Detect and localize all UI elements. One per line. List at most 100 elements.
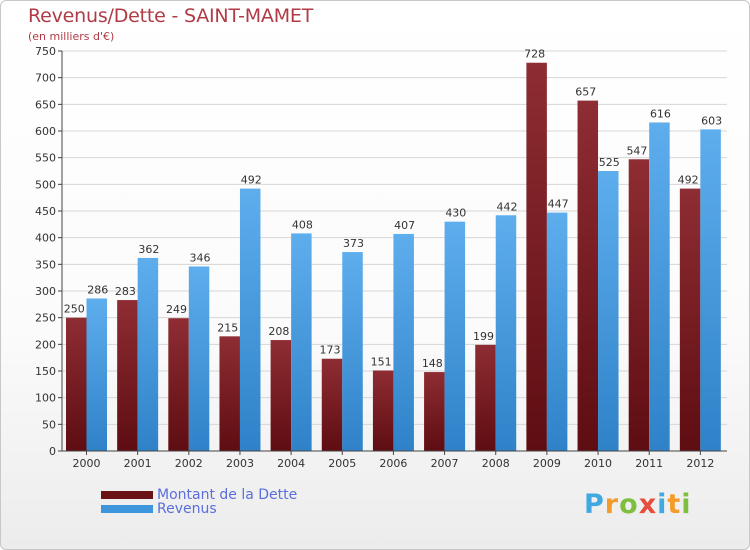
y-tick-label: 700 (35, 72, 56, 85)
bar-dette (321, 358, 343, 451)
bar-revenus (342, 252, 363, 451)
data-label-revenus: 492 (241, 174, 262, 187)
data-label-dette: 728 (524, 48, 545, 61)
y-tick-label: 600 (35, 125, 56, 138)
proxiti-logo: Proxiti (584, 489, 692, 520)
bar-dette (270, 340, 292, 451)
data-label-revenus: 603 (701, 114, 722, 127)
bar-revenus (546, 212, 568, 451)
logo-letter: o (619, 489, 639, 520)
x-tick-label: 2004 (277, 457, 305, 470)
x-tick-label: 2001 (124, 457, 152, 470)
bar-revenus (188, 266, 210, 451)
logo-letter: i (681, 489, 692, 520)
data-label-revenus: 408 (292, 218, 313, 231)
x-tick-label: 2011 (635, 457, 663, 470)
y-tick-label: 550 (35, 152, 56, 165)
legend-item-revenus: Revenus (101, 502, 297, 516)
chart-subtitle: (en milliers d'€) (28, 30, 115, 43)
data-label-revenus: 362 (138, 243, 159, 256)
y-tick-label: 200 (35, 338, 56, 351)
data-label-dette: 208 (268, 325, 289, 338)
data-label-dette: 492 (678, 174, 699, 187)
chart-title: Revenus/Dette - SAINT-MAMET (28, 5, 314, 27)
bar-revenus (137, 257, 159, 451)
x-tick-label: 2009 (533, 457, 561, 470)
data-label-revenus: 525 (599, 156, 620, 169)
x-tick-label: 2006 (379, 457, 407, 470)
bar-dette (219, 336, 240, 451)
bar-dette (372, 370, 394, 451)
y-tick-label: 0 (49, 445, 56, 458)
data-label-dette: 148 (422, 357, 443, 370)
y-tick-label: 750 (35, 45, 56, 58)
bar-dette (66, 317, 87, 451)
data-label-revenus: 407 (394, 219, 415, 232)
bar-dette (526, 62, 547, 451)
bar-revenus (700, 129, 721, 451)
x-tick-label: 2002 (175, 457, 203, 470)
data-label-dette: 250 (64, 303, 85, 316)
bar-revenus (291, 233, 312, 451)
bars (66, 62, 721, 451)
data-label-revenus: 442 (496, 200, 517, 213)
x-tick-label: 2000 (73, 457, 101, 470)
logo-letter: P (584, 489, 605, 520)
bar-revenus (393, 233, 414, 451)
bar-dette (424, 372, 445, 451)
bar-dette (168, 318, 189, 451)
y-tick-label: 50 (42, 418, 56, 431)
data-label-revenus: 286 (87, 283, 108, 296)
data-label-revenus: 447 (548, 198, 569, 211)
legend: Montant de la Dette Revenus (101, 488, 297, 516)
data-label-dette: 547 (626, 144, 647, 157)
y-tick-label: 300 (35, 285, 56, 298)
y-tick-label: 500 (35, 178, 56, 191)
x-tick-label: 2005 (328, 457, 356, 470)
y-tick-label: 250 (35, 312, 56, 325)
logo-letter: r (604, 489, 620, 520)
legend-label-dette: Montant de la Dette (157, 487, 298, 503)
data-label-revenus: 616 (650, 107, 671, 120)
logo-letter: i (657, 489, 668, 520)
bar-dette (577, 100, 599, 451)
x-tick-label: 2007 (431, 457, 459, 470)
data-label-dette: 199 (473, 330, 494, 343)
legend-item-dette: Montant de la Dette (101, 488, 297, 502)
y-tick-label: 450 (35, 205, 56, 218)
x-tick-label: 2012 (686, 457, 714, 470)
bar-dette (679, 188, 701, 451)
data-label-dette: 173 (320, 344, 341, 357)
bar-dette (117, 300, 138, 451)
bar-revenus (495, 215, 517, 451)
y-tick-label: 350 (35, 258, 56, 271)
x-tick-label: 2003 (226, 457, 254, 470)
data-label-revenus: 430 (445, 207, 466, 220)
bar-revenus (86, 298, 107, 451)
data-label-dette: 657 (575, 86, 596, 99)
logo-letter: x (638, 489, 658, 520)
legend-swatch-dette (101, 491, 153, 499)
bar-revenus (598, 171, 619, 451)
bar-dette (475, 344, 496, 451)
bar-revenus (649, 122, 670, 451)
x-tick-label: 2010 (584, 457, 612, 470)
data-label-dette: 283 (115, 285, 136, 298)
data-label-dette: 215 (217, 321, 238, 334)
logo-letter: t (667, 489, 682, 520)
y-axis: 0 50 100 150 200 250 300 350 400 450 500 550 600 650 7… (35, 45, 63, 458)
data-label-revenus: 346 (190, 251, 211, 264)
y-tick-label: 150 (35, 365, 56, 378)
bar-revenus (444, 221, 466, 451)
x-axis: 2000 2001 2002 2003 2004 2005 2006 2007 2008 2009… (62, 450, 727, 470)
bar-revenus (239, 188, 261, 451)
data-label-revenus: 373 (343, 237, 364, 250)
bar-dette (628, 159, 650, 451)
x-tick-label: 2008 (482, 457, 510, 470)
y-tick-label: 100 (35, 392, 56, 405)
data-label-dette: 151 (371, 355, 392, 368)
legend-swatch-revenus (101, 505, 153, 513)
